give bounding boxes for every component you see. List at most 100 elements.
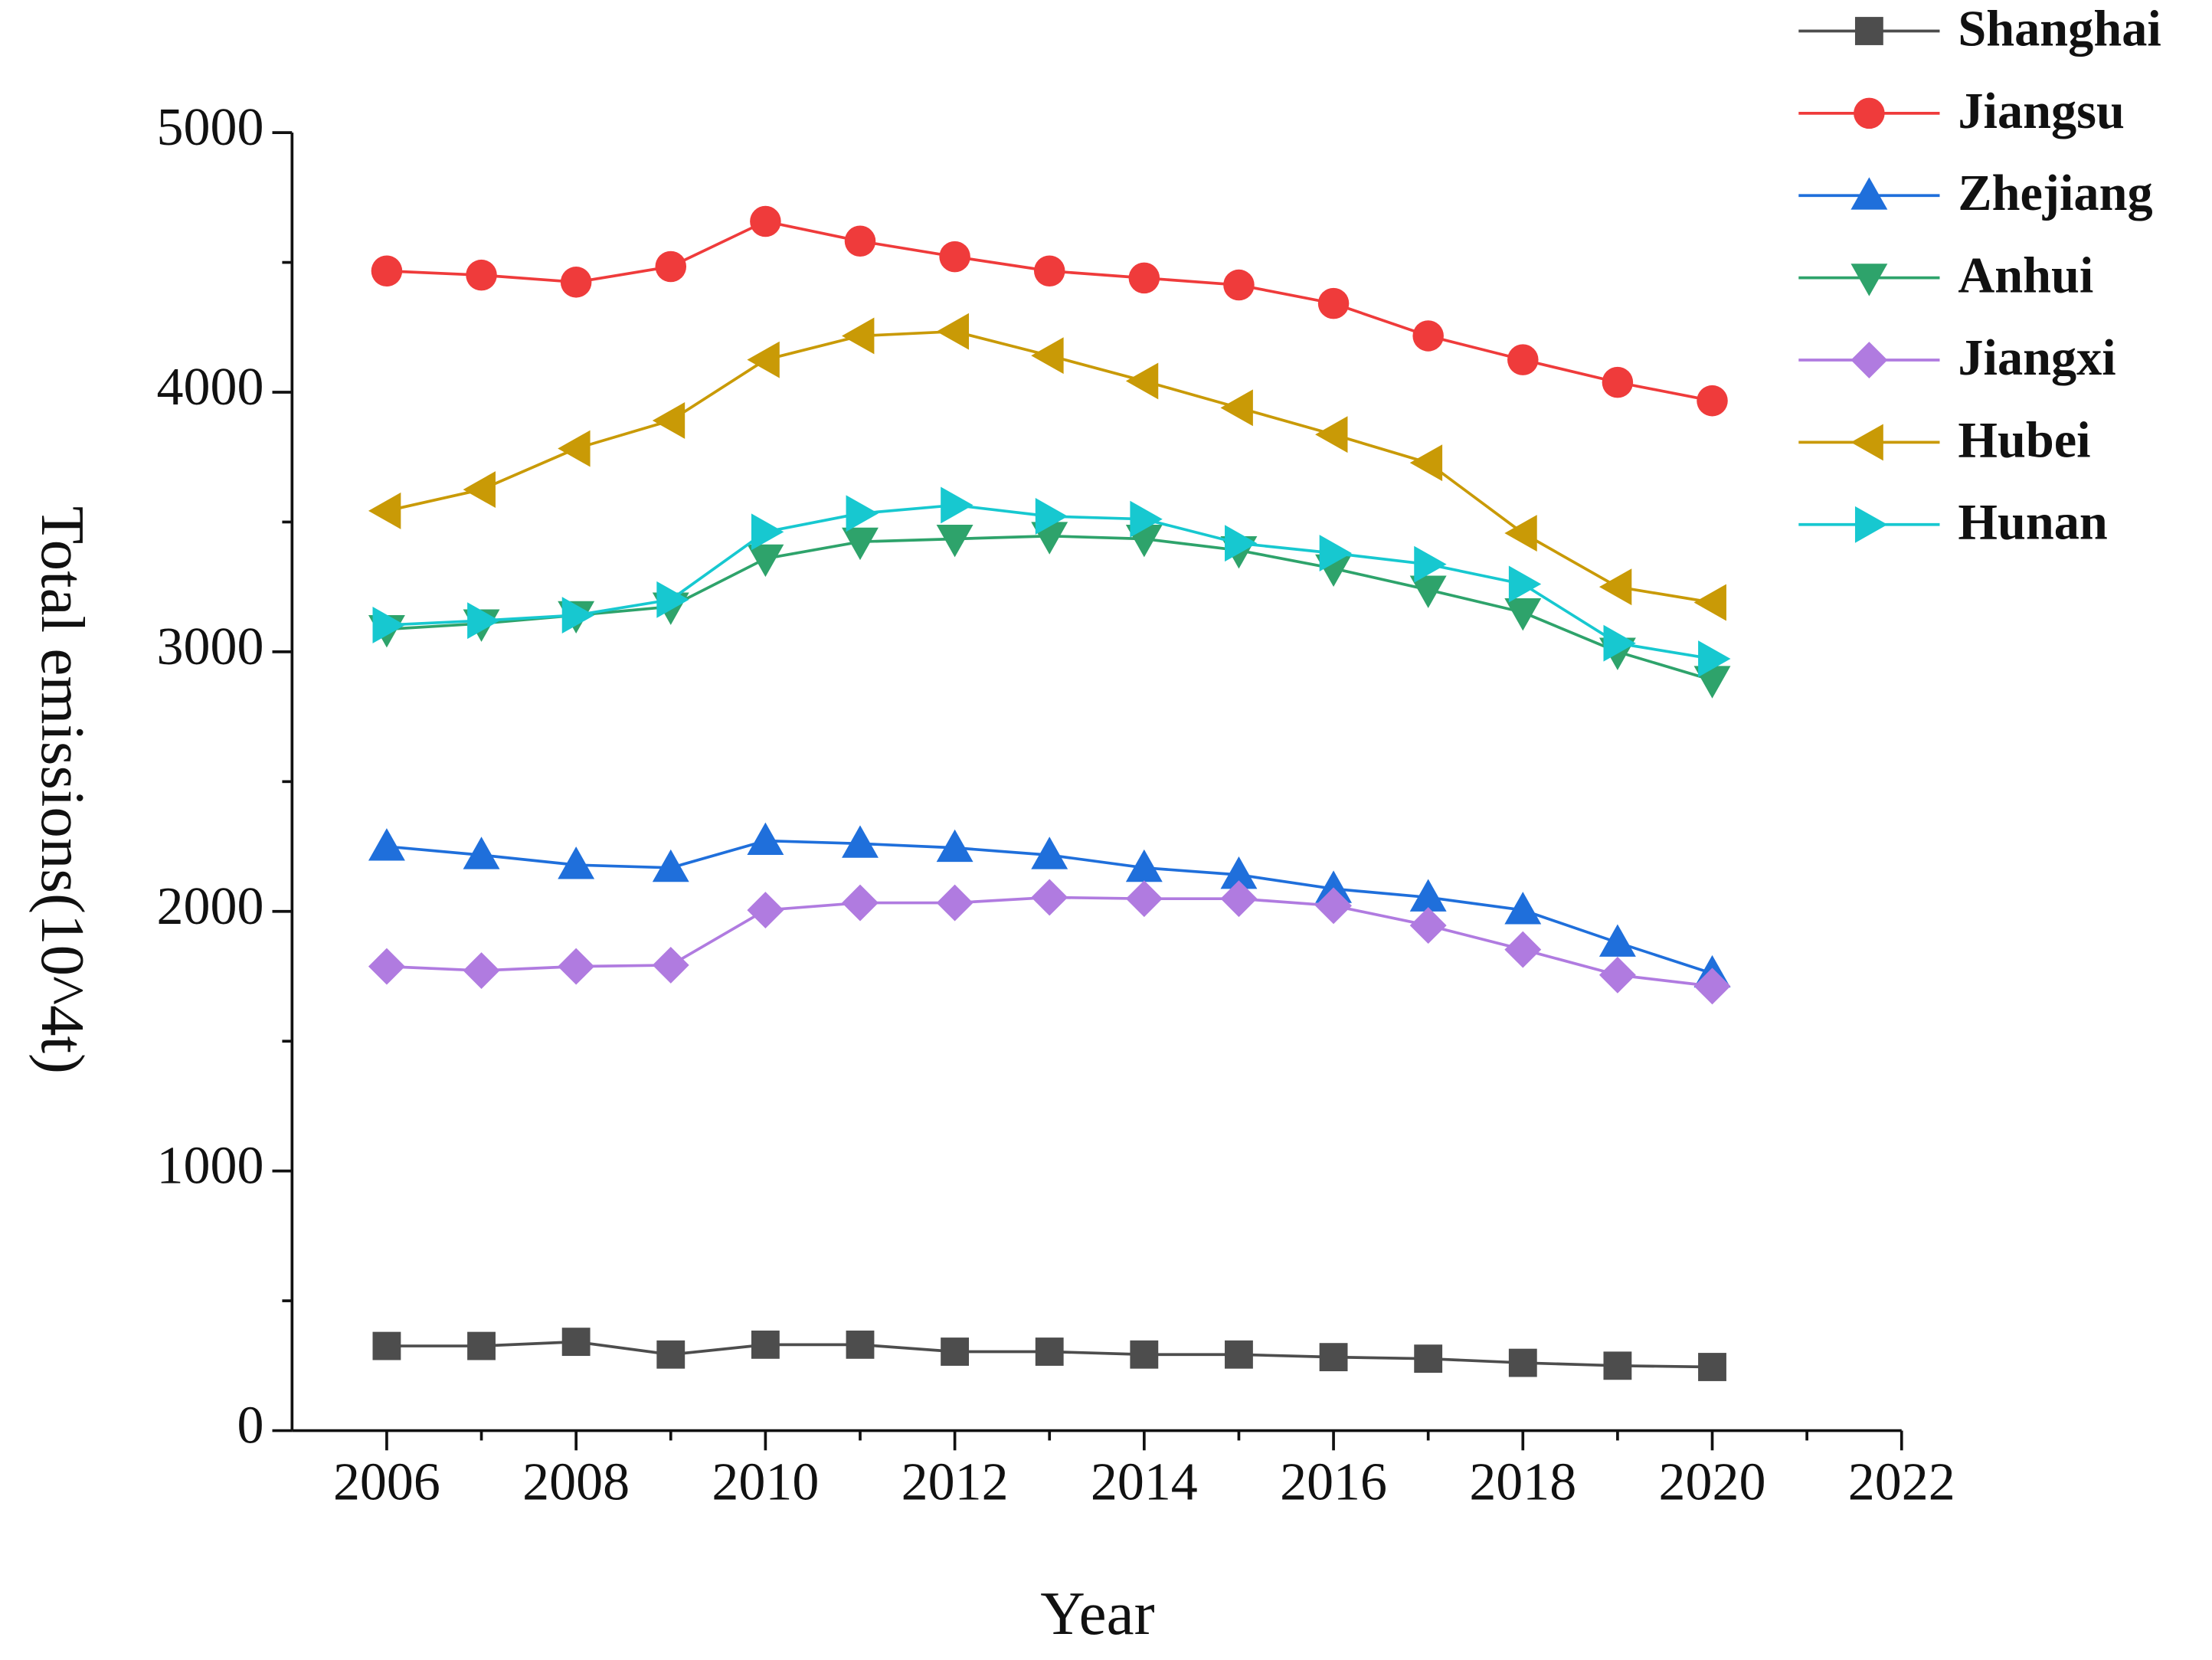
marker xyxy=(1130,1340,1159,1369)
marker xyxy=(372,607,405,643)
legend-label: Hunan xyxy=(1958,495,2107,551)
marker xyxy=(1603,1351,1632,1380)
marker xyxy=(467,1331,496,1360)
marker xyxy=(750,205,781,237)
marker xyxy=(842,317,875,355)
marker xyxy=(751,513,784,551)
marker xyxy=(560,267,592,298)
marker xyxy=(1033,255,1065,287)
marker xyxy=(751,1330,780,1359)
marker xyxy=(941,486,973,524)
marker xyxy=(1698,1353,1726,1381)
marker xyxy=(1315,416,1348,453)
marker xyxy=(941,1337,970,1366)
marker xyxy=(1598,924,1636,957)
marker xyxy=(467,602,500,640)
marker xyxy=(1850,177,1888,210)
marker xyxy=(844,225,876,257)
marker xyxy=(1854,17,1883,45)
marker xyxy=(842,527,879,561)
marker xyxy=(463,952,500,989)
marker xyxy=(842,825,879,858)
marker xyxy=(936,829,973,863)
marker xyxy=(466,259,497,291)
marker xyxy=(747,544,784,578)
marker xyxy=(1414,1344,1443,1374)
marker xyxy=(1031,837,1068,869)
marker xyxy=(1504,892,1542,925)
x-axis-title: Year xyxy=(1040,1579,1154,1648)
marker xyxy=(1319,1343,1348,1372)
marker xyxy=(372,1331,401,1360)
marker xyxy=(1693,584,1726,621)
marker xyxy=(1854,97,1885,129)
marker xyxy=(368,492,401,529)
marker xyxy=(1508,565,1542,603)
marker xyxy=(655,250,687,283)
marker xyxy=(1693,968,1731,1005)
x-tick-label: 2022 xyxy=(1848,1452,1955,1511)
marker xyxy=(936,525,973,558)
marker xyxy=(1220,856,1258,889)
marker xyxy=(1504,931,1542,968)
marker xyxy=(1854,506,1888,543)
marker xyxy=(1850,264,1888,296)
marker xyxy=(1125,362,1159,400)
marker xyxy=(1504,598,1542,631)
marker xyxy=(1414,545,1447,583)
x-tick-label: 2020 xyxy=(1659,1452,1766,1511)
legend-label: Jiangxi xyxy=(1958,330,2115,386)
x-tick-label: 2012 xyxy=(901,1452,1009,1511)
marker xyxy=(1317,287,1350,319)
marker xyxy=(1409,444,1443,482)
marker xyxy=(1409,575,1447,608)
legend-label: Jiangsu xyxy=(1958,83,2124,139)
marker xyxy=(1697,385,1728,417)
marker xyxy=(1507,344,1539,375)
marker xyxy=(1225,1340,1253,1369)
marker xyxy=(1850,342,1888,378)
marker xyxy=(1602,366,1634,398)
marker xyxy=(368,828,405,861)
legend-label: Zhejiang xyxy=(1958,165,2152,221)
series-line xyxy=(386,329,1713,604)
y-tick-label: 0 xyxy=(237,1396,263,1455)
x-tick-label: 2008 xyxy=(522,1452,630,1511)
marker xyxy=(652,849,689,882)
marker xyxy=(1128,262,1160,294)
marker xyxy=(936,313,970,350)
marker xyxy=(1031,337,1064,375)
legend-label: Anhui xyxy=(1958,248,2093,304)
marker xyxy=(1225,525,1258,562)
marker xyxy=(1603,624,1636,662)
marker xyxy=(652,946,689,984)
marker xyxy=(1315,870,1353,903)
series-line xyxy=(386,220,1713,402)
marker xyxy=(1315,887,1353,925)
marker xyxy=(846,495,879,532)
marker xyxy=(1412,320,1444,352)
marker xyxy=(1031,879,1068,916)
marker xyxy=(846,1330,875,1359)
marker xyxy=(747,341,780,378)
marker xyxy=(1850,424,1883,461)
marker xyxy=(1125,849,1163,882)
marker xyxy=(1698,640,1731,677)
y-axis-title: Total emissions(10^4t) xyxy=(28,506,97,1074)
y-tick-label: 4000 xyxy=(157,358,264,417)
marker xyxy=(1035,498,1068,535)
marker xyxy=(936,884,973,922)
y-tick-label: 5000 xyxy=(157,98,264,157)
x-tick-label: 2014 xyxy=(1091,1452,1198,1511)
marker xyxy=(561,1328,591,1357)
marker xyxy=(656,1340,686,1369)
marker xyxy=(368,948,405,985)
marker xyxy=(1409,907,1447,945)
marker xyxy=(561,597,595,634)
marker xyxy=(463,837,500,869)
marker xyxy=(842,884,879,922)
marker xyxy=(463,471,496,509)
marker xyxy=(1125,880,1163,918)
marker xyxy=(558,430,591,467)
